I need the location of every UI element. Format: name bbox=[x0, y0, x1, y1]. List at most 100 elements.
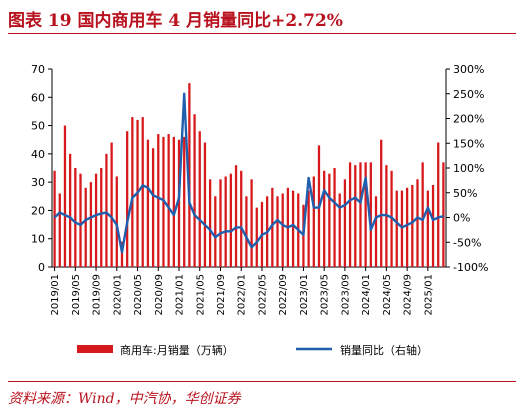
yoy-point bbox=[121, 251, 123, 253]
yoy-line bbox=[53, 92, 444, 254]
sales-bar bbox=[214, 196, 217, 267]
chart-svg: 0 10 20 30 40 50 60 70 -100% -50% 0% 50% 100% 150% 200… bbox=[31, 63, 488, 357]
sales-bar bbox=[338, 193, 341, 267]
yoy-point bbox=[178, 197, 180, 199]
yoy-point bbox=[235, 226, 237, 228]
yoy-point bbox=[401, 226, 403, 228]
yoy-point bbox=[152, 194, 154, 196]
right-tick-label: 150% bbox=[453, 137, 484, 150]
yoy-point bbox=[302, 234, 305, 236]
left-tick-label: 40 bbox=[31, 148, 45, 161]
yoy-point bbox=[126, 221, 128, 224]
sales-bar bbox=[395, 190, 398, 267]
yoy-point bbox=[442, 215, 445, 217]
yoy-point bbox=[287, 226, 289, 228]
x-tick-label: 2023/09 bbox=[340, 274, 351, 316]
right-tick-label: 0% bbox=[453, 212, 470, 225]
yoy-point bbox=[323, 189, 325, 191]
sales-bar bbox=[437, 142, 440, 267]
left-tick-label: 60 bbox=[31, 91, 45, 104]
sales-bar bbox=[255, 207, 258, 267]
yoy-point bbox=[245, 236, 248, 238]
sales-bar bbox=[369, 162, 372, 267]
sales-bar bbox=[177, 139, 181, 267]
yoy-point bbox=[131, 197, 133, 199]
yoy-point bbox=[313, 207, 315, 209]
x-tick-label: 2019/09 bbox=[92, 274, 103, 316]
x-tick-label: 2022/05 bbox=[257, 274, 268, 316]
yoy-point bbox=[297, 229, 299, 231]
yoy-point bbox=[111, 216, 113, 219]
sales-bar bbox=[234, 165, 238, 267]
sales-bar bbox=[416, 179, 419, 267]
source-divider bbox=[8, 381, 516, 382]
yoy-point bbox=[168, 207, 170, 209]
title-bar: 图表 19 国内商用车 4 月销量同比+2.72% bbox=[8, 4, 516, 32]
left-tick-label: 0 bbox=[38, 261, 45, 274]
sales-bar bbox=[193, 114, 196, 267]
x-tick-label: 2020/09 bbox=[154, 274, 165, 316]
x-tick-label: 2024/01 bbox=[361, 274, 372, 316]
yoy-point bbox=[183, 93, 185, 95]
x-tick-label: 2021/05 bbox=[195, 274, 206, 316]
yoy-point bbox=[344, 204, 346, 206]
x-tick-label: 2021/01 bbox=[175, 274, 186, 316]
sales-bar bbox=[79, 173, 82, 267]
yoy-point bbox=[308, 177, 310, 179]
yoy-point bbox=[147, 187, 149, 189]
legend-bar-swatch bbox=[77, 345, 113, 353]
x-tick-label: 2024/05 bbox=[382, 274, 393, 316]
right-tick-label: 100% bbox=[453, 162, 484, 175]
source-note: 资料来源：Wind，中汽协，华创证券 bbox=[8, 391, 241, 407]
yoy-point bbox=[266, 231, 268, 233]
yoy-point bbox=[90, 216, 92, 219]
sales-bar bbox=[307, 190, 310, 267]
sales-bar bbox=[271, 187, 274, 267]
sales-bar bbox=[328, 173, 331, 267]
sales-bar bbox=[281, 193, 284, 267]
yoy-point bbox=[390, 216, 393, 219]
x-tick-label: 2020/01 bbox=[112, 274, 123, 316]
sales-bar bbox=[172, 136, 175, 267]
yoy-point bbox=[219, 232, 222, 234]
sales-bar bbox=[374, 196, 378, 267]
sales-bar bbox=[89, 182, 93, 267]
yoy-point bbox=[349, 199, 351, 201]
sales-bar bbox=[63, 125, 67, 267]
yoy-point bbox=[64, 214, 66, 216]
yoy-point bbox=[199, 219, 201, 221]
sales-bar bbox=[157, 134, 160, 267]
right-tick-label: -50% bbox=[453, 236, 481, 249]
sales-bar bbox=[291, 190, 295, 267]
sales-bar bbox=[421, 162, 424, 267]
sales-bar bbox=[141, 117, 144, 267]
yoy-point bbox=[261, 234, 263, 236]
yoy-point bbox=[204, 224, 206, 226]
sales-bar bbox=[400, 190, 404, 267]
left-tick-label: 10 bbox=[31, 233, 45, 246]
yoy-point bbox=[385, 214, 387, 216]
right-tick-label: 300% bbox=[453, 63, 484, 76]
yoy-point bbox=[53, 216, 56, 219]
sales-bar bbox=[411, 184, 414, 267]
x-tick-label: 2023/05 bbox=[320, 274, 331, 316]
legend-line-label: 销量同比（右轴） bbox=[340, 343, 428, 357]
yoy-point bbox=[271, 224, 273, 226]
yoy-point bbox=[411, 221, 413, 224]
yoy-point bbox=[359, 202, 362, 204]
yoy-point bbox=[339, 207, 341, 209]
yoy-point bbox=[427, 207, 429, 209]
sales-bar bbox=[229, 173, 232, 267]
yoy-point bbox=[422, 219, 424, 221]
sales-bar bbox=[115, 176, 118, 267]
sales-bar bbox=[120, 241, 124, 267]
sales-bar bbox=[53, 170, 56, 267]
yoy-point bbox=[328, 197, 330, 199]
sales-bar bbox=[348, 162, 352, 267]
left-tick-label: 50 bbox=[31, 120, 45, 133]
left-tick-label: 20 bbox=[31, 204, 45, 217]
chart-title: 图表 19 国内商用车 4 月销量同比+2.72% bbox=[8, 11, 343, 31]
sales-bar bbox=[431, 184, 435, 267]
yoy-point bbox=[354, 197, 356, 199]
yoy-point bbox=[256, 241, 258, 243]
